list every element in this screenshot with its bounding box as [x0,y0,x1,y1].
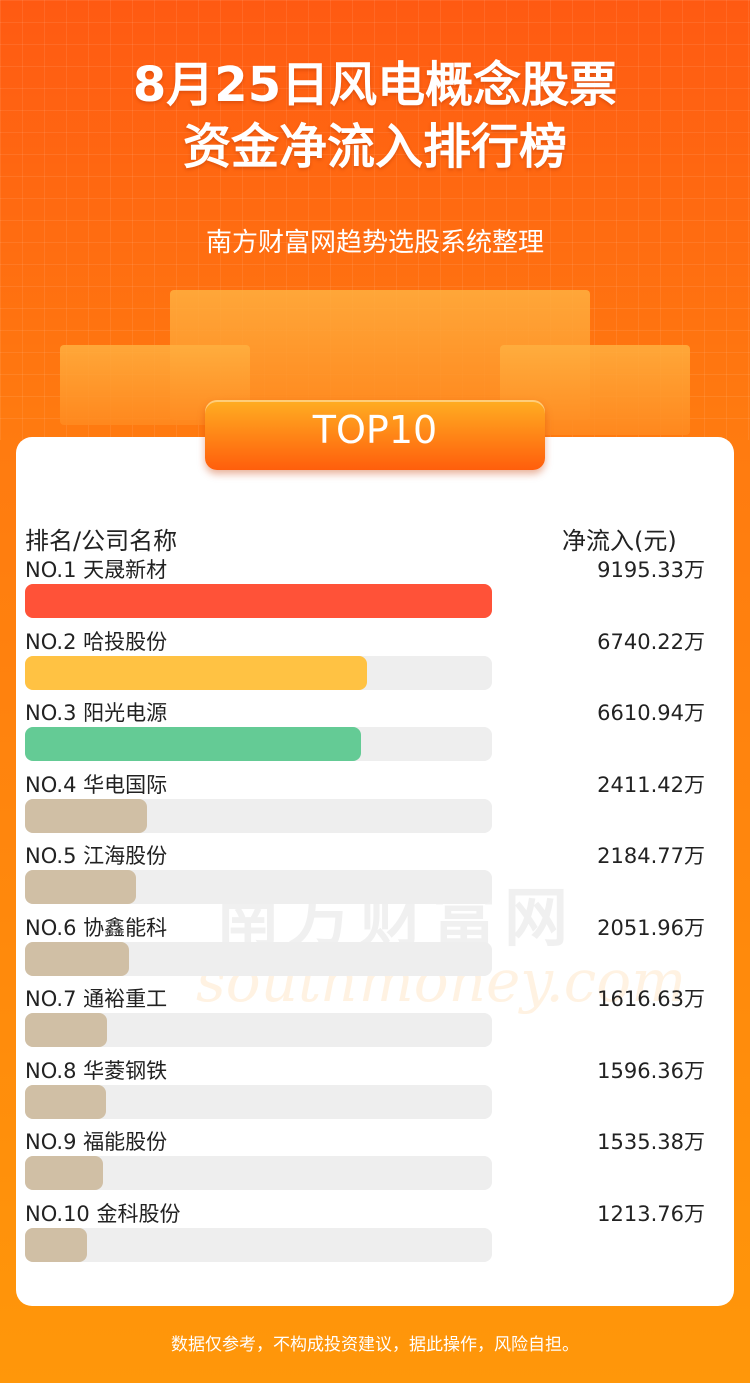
bar-label: NO.10 金科股份 [25,1201,181,1226]
bar [25,727,361,761]
page-title: 8月25日风电概念股票 资金净流入排行榜 [0,54,750,178]
ranking-card: 南方财富网 southmoney.com 排名/公司名称 净流入(元) NO.1… [16,437,734,1306]
bar [25,1156,103,1190]
bar-track [25,870,492,904]
title-line-2: 资金净流入排行榜 [182,119,567,175]
bar [25,798,148,833]
bar-label: NO.9 福能股份 [25,1130,168,1154]
title-line-1: 8月25日风电概念股票 [132,57,618,113]
bar-value-label: 1596.36万 [597,1058,705,1083]
bar [25,941,130,976]
bar-label: NO.7 通裕重工 [25,987,168,1011]
bar [25,1084,107,1119]
bar-value-label: 9195.33万 [597,558,705,582]
bar-value-label: 6610.94万 [597,701,705,725]
bar-track [25,1084,492,1119]
bar-label: NO.3 阳光电源 [25,701,168,725]
bar-label: NO.5 江海股份 [25,844,168,868]
bar-value-label: 1213.76万 [597,1201,705,1226]
disclaimer: 数据仅参考，不构成投资建议，据此操作，风险自担。 [171,1335,579,1355]
bar-label: NO.6 协鑫能科 [25,915,168,940]
bar [25,1227,87,1262]
top10-badge: TOP10 [205,400,545,470]
bar-track [25,727,492,761]
bar-value-label: 2184.77万 [597,844,705,868]
bar-track [25,655,492,690]
bar-value-label: 6740.22万 [597,629,705,654]
bar [25,655,368,690]
subtitle: 南方财富网趋势选股系统整理 [205,228,544,258]
bar-track [25,1013,492,1047]
column-header-inflow: 净流入(元) [562,527,677,555]
bar-value-label: 1535.38万 [597,1130,705,1154]
column-header-rank: 排名/公司名称 [25,527,178,555]
bar-label: NO.8 华菱钢铁 [25,1058,168,1083]
bar-value-label: 1616.63万 [597,987,705,1011]
bar-value-label: 2411.42万 [597,772,705,797]
bar-label: NO.2 哈投股份 [25,629,168,654]
bar [25,870,136,904]
bar-track [25,941,492,976]
bar-label: NO.1 天晟新材 [25,558,168,582]
bar [25,1013,108,1047]
bar-track [25,798,492,833]
bar-track [25,1227,492,1262]
bar-label: NO.4 华电国际 [25,772,168,797]
bar-track [25,584,492,618]
bar-track [25,1156,492,1190]
bar-value-label: 2051.96万 [597,915,705,940]
bar [25,584,492,618]
